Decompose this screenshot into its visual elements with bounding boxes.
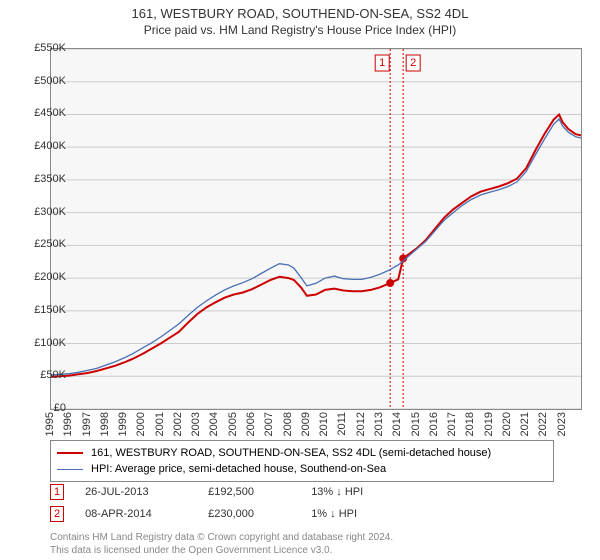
x-tick-label: 2018 [464,412,476,436]
y-tick-label: £300K [34,206,66,218]
x-tick-label: 2006 [245,412,257,436]
footer: Contains HM Land Registry data © Crown c… [50,532,393,557]
legend-swatch [57,469,83,470]
legend-item: 161, WESTBURY ROAD, SOUTHEND-ON-SEA, SS2… [57,445,547,461]
x-tick-label: 1997 [81,412,93,436]
y-tick-label: £350K [34,173,66,185]
x-tick-label: 2012 [355,412,367,436]
y-tick-label: £100K [34,337,66,349]
x-tick-label: 1998 [99,412,111,436]
chart: 12 [50,48,582,410]
transaction-marker: 2 [50,506,64,522]
x-tick-label: 2015 [410,412,422,436]
x-tick-label: 2016 [428,412,440,436]
transaction-date: 08-APR-2014 [85,508,205,520]
x-tick-label: 2009 [300,412,312,436]
x-tick-label: 1995 [44,412,56,436]
legend-text: 161, WESTBURY ROAD, SOUTHEND-ON-SEA, SS2… [91,447,491,459]
x-tick-label: 2017 [446,412,458,436]
x-tick-label: 2007 [263,412,275,436]
x-tick-label: 2021 [519,412,531,436]
x-tick-label: 2019 [483,412,495,436]
x-tick-label: 2008 [282,412,294,436]
transaction-price: £192,500 [208,486,308,498]
transaction-delta: 1% ↓ HPI [311,508,357,520]
x-tick-label: 2001 [154,412,166,436]
y-tick-label: £550K [34,42,66,54]
legend: 161, WESTBURY ROAD, SOUTHEND-ON-SEA, SS2… [50,440,554,482]
transaction-row: 1 26-JUL-2013 £192,500 13% ↓ HPI [50,484,550,500]
x-tick-label: 2010 [318,412,330,436]
x-tick-label: 2002 [172,412,184,436]
x-tick-label: 1999 [117,412,129,436]
y-tick-label: £400K [34,140,66,152]
x-tick-label: 2014 [391,412,403,436]
x-tick-label: 2013 [373,412,385,436]
legend-item: HPI: Average price, semi-detached house,… [57,461,547,477]
page-subtitle: Price paid vs. HM Land Registry's House … [0,23,600,37]
transaction-price: £230,000 [208,508,308,520]
y-tick-label: £250K [34,238,66,250]
transaction-date: 26-JUL-2013 [85,486,205,498]
x-tick-label: 2005 [227,412,239,436]
svg-text:2: 2 [410,57,416,69]
x-tick-label: 2022 [537,412,549,436]
y-tick-label: £50K [40,369,66,381]
x-tick-label: 2003 [190,412,202,436]
y-tick-label: £500K [34,75,66,87]
x-tick-label: 2000 [135,412,147,436]
x-tick-label: 2020 [501,412,513,436]
x-tick-label: 2023 [556,412,568,436]
x-tick-label: 2011 [336,412,348,436]
footer-line: This data is licensed under the Open Gov… [50,545,393,558]
y-tick-label: £200K [34,271,66,283]
transaction-row: 2 08-APR-2014 £230,000 1% ↓ HPI [50,506,550,522]
page-title: 161, WESTBURY ROAD, SOUTHEND-ON-SEA, SS2… [0,6,600,21]
transaction-delta: 13% ↓ HPI [311,486,363,498]
legend-swatch [57,452,83,454]
svg-text:1: 1 [379,57,385,69]
footer-line: Contains HM Land Registry data © Crown c… [50,532,393,545]
transaction-marker: 1 [50,484,64,500]
chart-svg: 12 [51,49,581,409]
y-tick-label: £150K [34,304,66,316]
legend-text: HPI: Average price, semi-detached house,… [91,463,386,475]
y-tick-label: £450K [34,107,66,119]
x-tick-label: 2004 [208,412,220,436]
x-tick-label: 1996 [62,412,74,436]
